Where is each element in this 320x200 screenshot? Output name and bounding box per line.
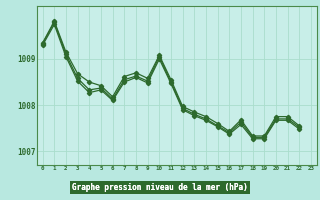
Text: Graphe pression niveau de la mer (hPa): Graphe pression niveau de la mer (hPa) [72,182,248,192]
Text: Graphe pression niveau de la mer (hPa): Graphe pression niveau de la mer (hPa) [72,183,248,192]
